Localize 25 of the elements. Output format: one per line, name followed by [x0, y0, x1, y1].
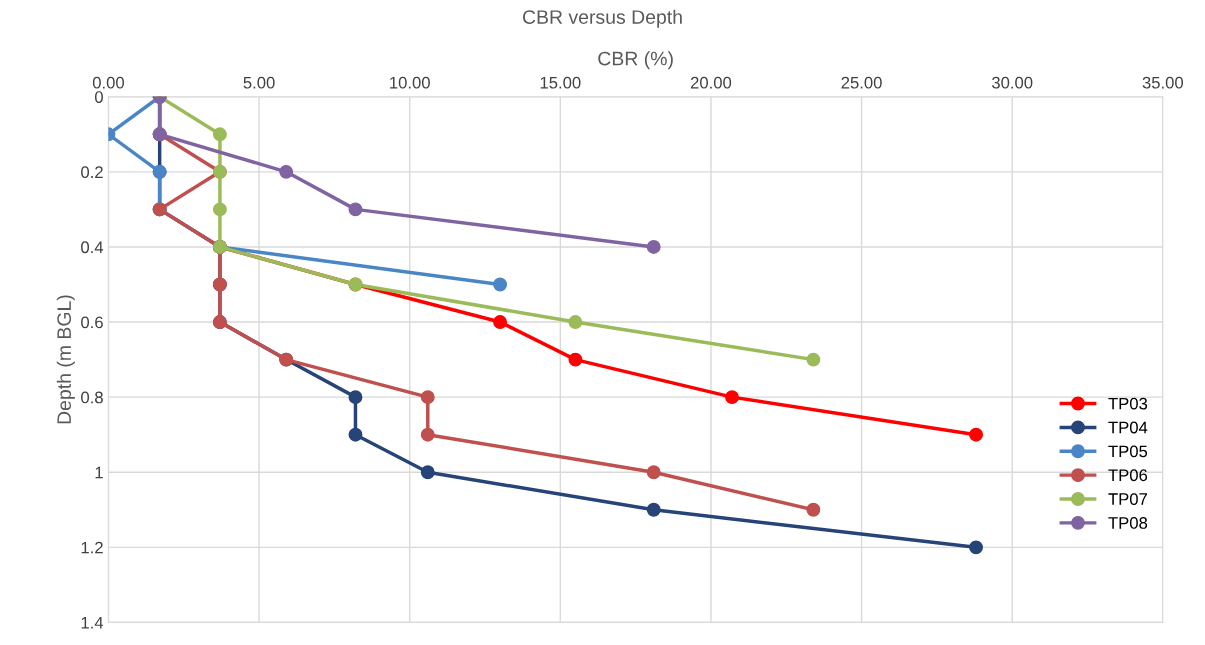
chart-title: CBR versus Depth — [522, 9, 682, 28]
x-tick-label: 25.00 — [841, 76, 882, 89]
legend-label: TP08 — [1108, 517, 1148, 529]
y-axis-title: Depth (m BGL) — [56, 295, 75, 424]
x-tick-label: 5.00 — [243, 76, 275, 89]
y-tick-label: 1.2 — [81, 541, 103, 554]
y-tick-label: 0.4 — [81, 241, 104, 254]
y-tick-label: 0.2 — [81, 166, 103, 179]
legend-label: TP06 — [1108, 469, 1148, 482]
x-tick-label: 15.00 — [540, 76, 581, 89]
legend-label: TP07 — [1108, 493, 1147, 505]
x-tick-label: 20.00 — [690, 76, 732, 89]
y-tick-label: 0 — [94, 91, 103, 103]
y-tick-label: 1.4 — [81, 617, 104, 629]
y-tick-label: 0.6 — [81, 316, 103, 329]
y-tick-label: 0.8 — [81, 391, 103, 404]
legend-label: TP04 — [1108, 421, 1148, 434]
y-tick-label: 1 — [95, 466, 103, 479]
x-tick-label: 10.00 — [390, 76, 430, 89]
legend-label: TP03 — [1108, 397, 1148, 410]
x-tick-label: 0.00 — [92, 76, 125, 89]
x-tick-label: 30.00 — [991, 76, 1033, 89]
x-tick-label: 35.00 — [1142, 76, 1184, 89]
legend-label: TP05 — [1108, 445, 1148, 458]
x-axis-title: CBR (%) — [598, 51, 673, 70]
